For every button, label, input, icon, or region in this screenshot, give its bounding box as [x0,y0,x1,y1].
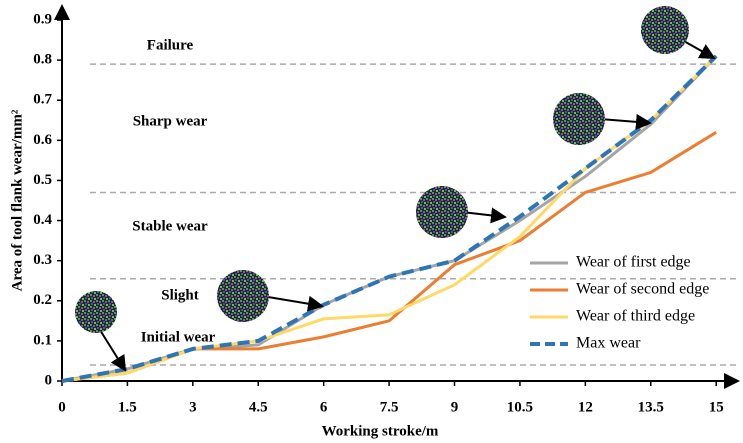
stage-label: Stable wear [132,218,208,234]
legend: Wear of first edge Wear of second edge Wea… [530,254,709,352]
y-tick-label: 0.7 [33,92,52,108]
stage-label: Sharp wear [133,113,208,129]
micrograph [217,270,269,322]
legend-label: Wear of third edge [576,308,695,325]
y-tick-label: 0.1 [33,332,52,348]
x-axis-label: Working stroke/m [322,423,439,439]
y-tick-label: 0.2 [33,292,52,308]
legend-label: Max wear [576,335,641,352]
chart: Failure Sharp wear Stable wear Slight Initia… [0,0,743,443]
y-tick-label: 0 [45,372,53,388]
stage-label: Initial wear [141,329,216,345]
x-tick-label: 12 [578,399,593,415]
y-tick-label: 0.9 [33,11,52,27]
y-tick-label: 0.8 [33,52,52,68]
x-tick-label: 9 [451,399,459,415]
legend-label: Wear of first edge [576,254,691,271]
x-tick-label: 10.5 [507,399,533,415]
y-tick-label: 0.5 [33,172,52,188]
x-tick-label: 13.5 [638,399,664,415]
arrow [682,40,714,58]
legend-label: Wear of second edge [576,281,709,298]
y-axis-label: Area of tool flank wear/mm² [9,109,25,291]
x-tick-label: 15 [709,399,724,415]
y-tick-label: 0.4 [33,212,52,228]
arrow [262,296,322,306]
plot-area: Failure Sharp wear Stable wear Slight Initia… [9,6,738,439]
micrograph [416,186,468,238]
x-tick-label: 3 [189,399,197,415]
x-tick-label: 4.5 [249,399,268,415]
x-tick-label: 7.5 [380,399,399,415]
arrow [462,212,505,217]
stage-label: Slight [161,287,199,303]
arrow [100,330,125,370]
y-tick-label: 0.6 [33,132,52,148]
y-tick-label: 0.3 [33,252,52,268]
arrow [600,119,650,123]
stage-label: Failure [147,37,194,53]
micrograph [553,93,605,145]
x-tick-label: 1.5 [118,399,137,415]
micrograph [75,291,117,333]
x-tick-label: 6 [320,399,328,415]
x-tick-label: 0 [58,399,66,415]
micrograph [641,6,689,54]
